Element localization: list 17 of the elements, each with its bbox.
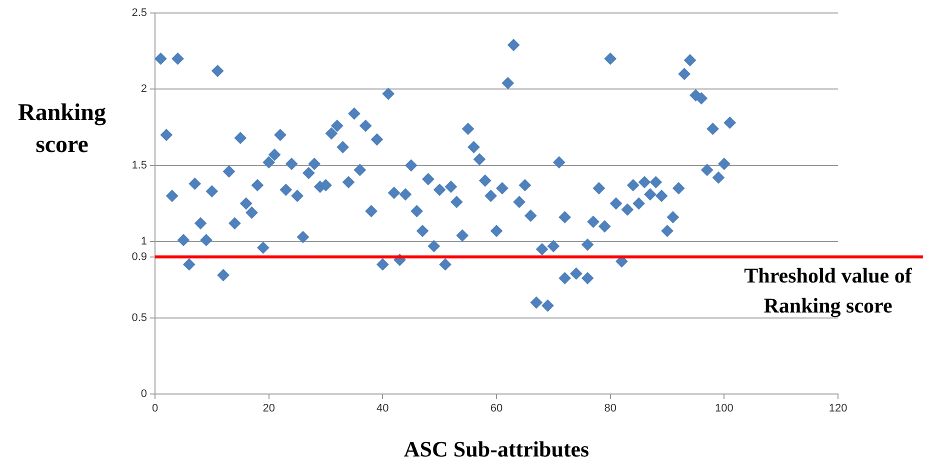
y-tick-label: 0.9 <box>132 250 147 263</box>
y-tick-label: 0.5 <box>132 312 147 324</box>
y-tick-label: 1.5 <box>132 159 147 172</box>
x-tick-label: 0 <box>152 402 158 415</box>
y-axis-title: Ranking score <box>18 100 106 158</box>
x-axis-title: ASC Sub-attributes <box>404 436 590 462</box>
x-tick-label: 60 <box>490 402 503 415</box>
y-tick-label: 2 <box>140 83 147 96</box>
x-tick-label: 40 <box>376 402 389 415</box>
y-tick-label: 1 <box>140 236 147 248</box>
y-tick-label: 0 <box>140 388 147 400</box>
ref-line-label: Threshold value of Ranking score <box>744 263 913 318</box>
y-tick-label: 2.5 <box>132 7 147 20</box>
x-tick-label: 100 <box>714 402 734 415</box>
x-tick-label: 120 <box>828 402 848 415</box>
x-tick-label: 80 <box>604 402 616 415</box>
x-tick-label: 20 <box>262 402 275 415</box>
